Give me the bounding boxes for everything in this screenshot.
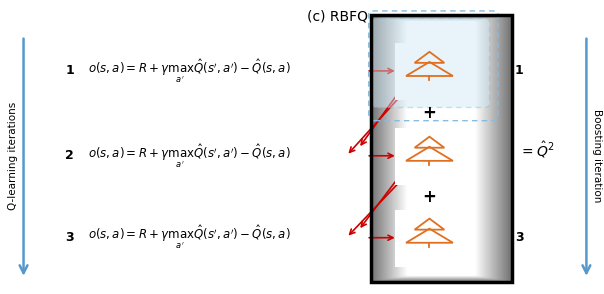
FancyBboxPatch shape: [394, 19, 488, 278]
Text: $o(s, a) = R + \gamma \max_{a'} \hat{Q}(s', a') - \hat{Q}(s, a)$: $o(s, a) = R + \gamma \max_{a'} \hat{Q}(…: [88, 142, 291, 170]
FancyBboxPatch shape: [400, 20, 482, 277]
FancyBboxPatch shape: [376, 16, 507, 281]
FancyBboxPatch shape: [383, 17, 500, 280]
FancyBboxPatch shape: [378, 16, 504, 280]
Text: Q-learning iterations: Q-learning iterations: [8, 102, 18, 210]
FancyBboxPatch shape: [405, 21, 477, 276]
FancyBboxPatch shape: [399, 20, 483, 277]
FancyBboxPatch shape: [377, 16, 506, 280]
FancyBboxPatch shape: [379, 17, 503, 280]
FancyBboxPatch shape: [381, 17, 502, 280]
FancyBboxPatch shape: [387, 18, 496, 279]
FancyBboxPatch shape: [374, 16, 508, 281]
FancyBboxPatch shape: [385, 18, 497, 279]
FancyBboxPatch shape: [393, 19, 489, 278]
Text: $= \hat{Q}^2$: $= \hat{Q}^2$: [519, 140, 554, 160]
Text: 2: 2: [65, 149, 74, 162]
FancyBboxPatch shape: [391, 19, 490, 278]
FancyBboxPatch shape: [372, 18, 490, 108]
FancyBboxPatch shape: [396, 19, 487, 278]
FancyBboxPatch shape: [403, 21, 480, 276]
FancyBboxPatch shape: [406, 21, 476, 276]
FancyArrowPatch shape: [582, 39, 590, 273]
Text: 1: 1: [515, 64, 524, 77]
FancyBboxPatch shape: [402, 20, 481, 277]
FancyBboxPatch shape: [384, 18, 498, 279]
FancyBboxPatch shape: [398, 20, 484, 277]
Text: 1: 1: [65, 64, 74, 77]
FancyBboxPatch shape: [370, 15, 512, 282]
Text: $o(s, a) = R + \gamma \max_{a'} \hat{Q}(s', a') - \hat{Q}(s, a)$: $o(s, a) = R + \gamma \max_{a'} \hat{Q}(…: [88, 57, 291, 85]
FancyBboxPatch shape: [382, 17, 501, 280]
Text: (c) RBFQ: (c) RBFQ: [307, 9, 368, 24]
Text: 3: 3: [515, 231, 524, 244]
FancyBboxPatch shape: [389, 18, 493, 279]
Text: +: +: [423, 188, 437, 206]
Text: $o(s, a) = R + \gamma \max_{a'} \hat{Q}(s', a') - \hat{Q}(s, a)$: $o(s, a) = R + \gamma \max_{a'} \hat{Q}(…: [88, 224, 291, 251]
FancyBboxPatch shape: [394, 43, 464, 100]
FancyBboxPatch shape: [394, 210, 464, 267]
FancyBboxPatch shape: [388, 18, 495, 279]
FancyBboxPatch shape: [390, 19, 492, 278]
FancyBboxPatch shape: [372, 16, 510, 281]
Text: 3: 3: [66, 231, 74, 244]
FancyArrowPatch shape: [20, 39, 27, 273]
Text: Boosting iteration: Boosting iteration: [593, 109, 602, 203]
FancyBboxPatch shape: [394, 128, 464, 185]
FancyBboxPatch shape: [373, 16, 509, 281]
FancyBboxPatch shape: [397, 20, 486, 277]
FancyBboxPatch shape: [404, 21, 478, 276]
Text: +: +: [423, 104, 437, 122]
